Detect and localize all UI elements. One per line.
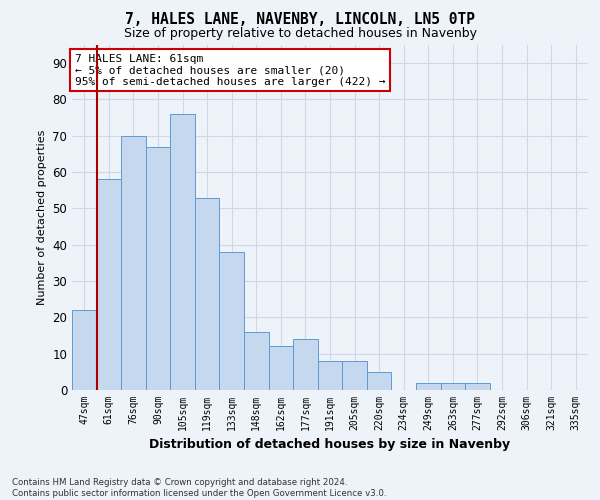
Bar bbox=[416, 382, 440, 390]
Bar bbox=[220, 252, 244, 390]
Bar bbox=[170, 114, 195, 390]
Bar bbox=[269, 346, 293, 390]
Text: Size of property relative to detached houses in Navenby: Size of property relative to detached ho… bbox=[124, 28, 476, 40]
Bar bbox=[97, 180, 121, 390]
Y-axis label: Number of detached properties: Number of detached properties bbox=[37, 130, 47, 305]
Bar bbox=[342, 361, 367, 390]
X-axis label: Distribution of detached houses by size in Navenby: Distribution of detached houses by size … bbox=[149, 438, 511, 452]
Text: 7 HALES LANE: 61sqm
← 5% of detached houses are smaller (20)
95% of semi-detache: 7 HALES LANE: 61sqm ← 5% of detached hou… bbox=[74, 54, 385, 87]
Bar bbox=[244, 332, 269, 390]
Bar bbox=[146, 146, 170, 390]
Bar bbox=[293, 339, 318, 390]
Bar bbox=[367, 372, 391, 390]
Text: 7, HALES LANE, NAVENBY, LINCOLN, LN5 0TP: 7, HALES LANE, NAVENBY, LINCOLN, LN5 0TP bbox=[125, 12, 475, 28]
Bar bbox=[440, 382, 465, 390]
Text: Contains HM Land Registry data © Crown copyright and database right 2024.
Contai: Contains HM Land Registry data © Crown c… bbox=[12, 478, 386, 498]
Bar bbox=[195, 198, 220, 390]
Bar bbox=[72, 310, 97, 390]
Bar bbox=[318, 361, 342, 390]
Bar bbox=[121, 136, 146, 390]
Bar bbox=[465, 382, 490, 390]
